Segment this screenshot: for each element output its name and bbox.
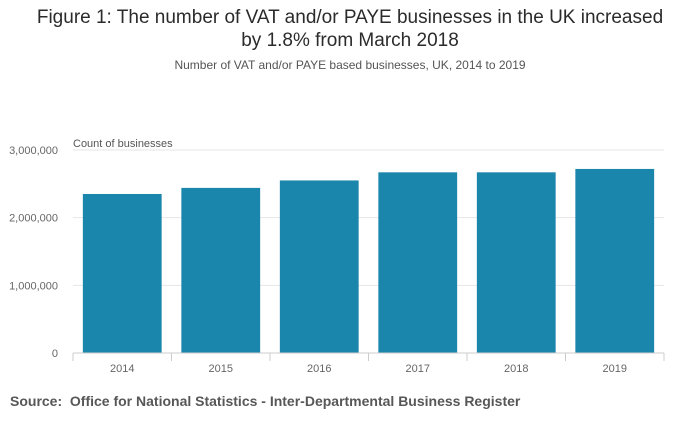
grid-lines [73, 149, 664, 286]
axes: 0 1,000,000 2,000,000 3,000,000 2014 2015 2016… [9, 145, 665, 375]
y-tick-label: 3,000,000 [9, 145, 58, 157]
x-tick-label: 2015 [209, 363, 233, 375]
x-tick-label: 2018 [504, 363, 528, 375]
x-tick-label: 2016 [307, 363, 331, 375]
chart-title-line-2: by 1.8% from March 2018 [241, 30, 459, 51]
x-tick-label: 2017 [406, 363, 430, 375]
y-tick-label: 1,000,000 [9, 280, 58, 292]
chart-subtitle: Number of VAT and/or PAYE based business… [174, 58, 526, 72]
bar-2015 [181, 187, 261, 353]
source-label: Source: [10, 393, 63, 409]
bar-2017 [378, 172, 458, 353]
chart-title: Figure 1: The number of VAT and/or PAYE … [20, 6, 680, 52]
source-note: Source: Office for National Statistics -… [10, 393, 520, 409]
y-tick-label: 2,000,000 [9, 213, 58, 225]
bar-2018 [476, 172, 556, 353]
bar-2016 [279, 180, 359, 353]
y-axis-label: Count of businesses [73, 138, 173, 150]
y-tick-label: 0 [52, 348, 58, 360]
x-tick-label: 2019 [603, 363, 627, 375]
bar-2019 [575, 168, 655, 353]
bars [82, 168, 655, 353]
bar-2014 [82, 193, 162, 353]
chart-title-line-1: Figure 1: The number of VAT and/or PAYE … [36, 7, 664, 28]
source-text: Office for National Statistics - Inter-D… [69, 393, 521, 409]
x-tick-label: 2014 [110, 363, 134, 375]
